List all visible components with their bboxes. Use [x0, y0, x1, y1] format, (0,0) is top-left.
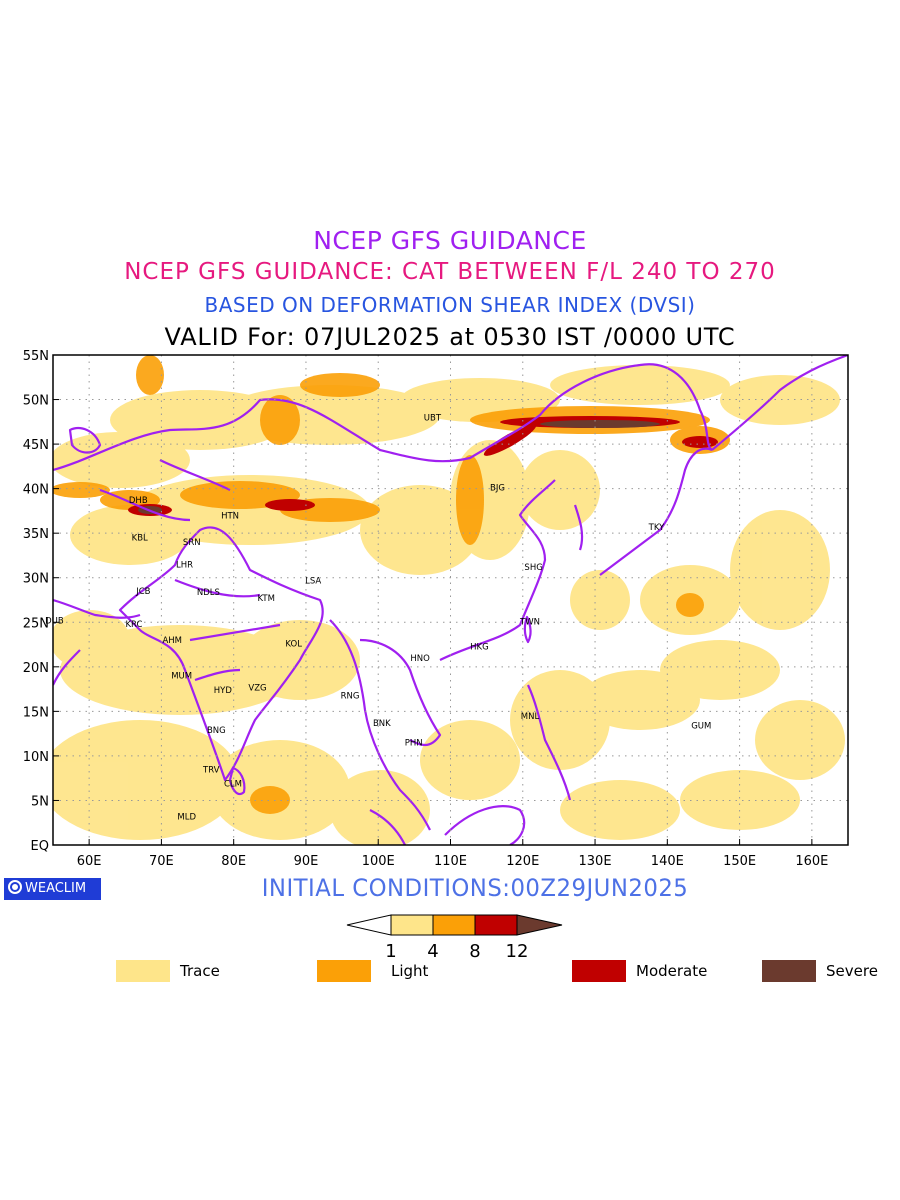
city-label: MLD: [177, 812, 196, 822]
city-label: PHN: [405, 739, 423, 749]
city-label: HNO: [410, 654, 430, 664]
lon-tick-label: 60E: [77, 854, 102, 869]
colorbar-label: 1: [385, 941, 396, 962]
valid-time-title: VALID For: 07JUL2025 at 0530 IST /0000 U…: [164, 323, 736, 351]
city-label: DUB: [45, 616, 64, 626]
city-label: DHB: [129, 496, 148, 506]
legend-label-moderate: Moderate: [636, 962, 708, 980]
lat-tick-label: 35N: [23, 527, 49, 542]
colorbar-segment: [474, 914, 518, 936]
lon-tick-label: 140E: [651, 854, 684, 869]
colorbar-label: 4: [427, 941, 438, 962]
lat-tick-label: 25N: [23, 616, 49, 631]
city-label: CLM: [224, 780, 242, 790]
legend-swatch-light: [317, 960, 371, 982]
logo-circle-icon: [8, 880, 22, 894]
lon-tick-label: 90E: [294, 854, 319, 869]
city-label: NDLS: [197, 588, 220, 598]
colorbar-label: 12: [506, 941, 529, 962]
lon-tick-label: 120E: [506, 854, 539, 869]
lat-tick-label: 50N: [23, 394, 49, 409]
lat-tick-label: 10N: [23, 750, 49, 765]
title-line-1: NCEP GFS GUIDANCE: [313, 226, 587, 255]
map-axes: 60E 70E 80E 90E 100E 110E 120E 130E 140E 150E 160E…: [23, 349, 829, 869]
lat-tick-label: 55N: [23, 349, 49, 364]
legend-swatch-moderate: [572, 960, 626, 982]
legend-label-trace: Trace: [180, 962, 220, 980]
city-label: BJG: [490, 484, 505, 494]
colorbar-over-arrow: [516, 914, 563, 936]
map-grid: [53, 355, 848, 845]
city-label: MUM: [171, 672, 192, 682]
lon-tick-label: 70E: [149, 854, 174, 869]
legend-label-severe: Severe: [826, 962, 878, 980]
lon-tick-label: 110E: [434, 854, 467, 869]
lon-tick-label: 160E: [795, 854, 828, 869]
colorbar-segment: [390, 914, 434, 936]
country-borders: [53, 355, 848, 845]
city-label: HKG: [470, 642, 489, 652]
lon-tick-label: 130E: [579, 854, 612, 869]
city-label: LSA: [305, 576, 321, 586]
legend-swatch-trace: [116, 960, 170, 982]
initial-conditions: INITIAL CONDITIONS:00Z29JUN2025: [261, 874, 689, 902]
city-label: UBT: [424, 413, 442, 423]
city-label: BNG: [207, 726, 226, 736]
lat-tick-label: 40N: [23, 483, 49, 498]
legend-swatch-severe: [762, 960, 816, 982]
city-label: KTM: [257, 594, 274, 604]
city-label: JCB: [135, 587, 150, 597]
weaclim-logo: WEACLIM: [4, 878, 101, 900]
city-label: TKY: [648, 523, 665, 533]
city-label: AHM: [162, 636, 182, 646]
map-frame: [52, 354, 849, 846]
city-label: KOL: [285, 640, 302, 650]
city-label: KBL: [132, 534, 148, 544]
lat-tick-label: 30N: [23, 572, 49, 587]
lat-tick-label: 45N: [23, 438, 49, 453]
city-label: HYD: [214, 686, 233, 696]
turbulence-map: UBT BJG DHB HTN KBL SRN LHR TKY SHG LSA JCB NDLS KTM…: [0, 340, 900, 880]
colorbar-under-arrow: [346, 914, 392, 936]
colorbar-segment: [432, 914, 476, 936]
city-label: GUM: [691, 722, 711, 732]
city-label: SHG: [524, 563, 542, 573]
colorbar-label: 8: [469, 941, 480, 962]
city-label: KRC: [125, 620, 142, 630]
lat-tick-label: EQ: [31, 839, 49, 854]
title-line-2: NCEP GFS GUIDANCE: CAT BETWEEN F/L 240 T…: [124, 259, 776, 285]
city-labels: UBT BJG DHB HTN KBL SRN LHR TKY SHG LSA JCB NDLS KTM…: [45, 413, 711, 822]
lon-tick-label: 80E: [221, 854, 246, 869]
city-label: TWN: [519, 617, 540, 627]
city-label: TRV: [202, 765, 220, 775]
lat-tick-label: 20N: [23, 661, 49, 676]
lat-tick-label: 5N: [31, 794, 49, 809]
title-line-3: BASED ON DEFORMATION SHEAR INDEX (DVSI): [204, 293, 696, 317]
city-label: LHR: [176, 560, 193, 570]
lat-tick-label: 15N: [23, 705, 49, 720]
city-label: BNK: [373, 719, 391, 729]
city-label: VZG: [248, 683, 266, 693]
city-label: HTN: [221, 511, 239, 521]
legend-label-light: Light: [391, 962, 429, 980]
lon-tick-label: 100E: [362, 854, 395, 869]
city-label: SRN: [183, 538, 201, 548]
lon-tick-label: 150E: [723, 854, 756, 869]
city-label: RNG: [341, 691, 360, 701]
colorbar: 1 4 8 12: [0, 905, 900, 965]
city-label: MNL: [521, 712, 540, 722]
